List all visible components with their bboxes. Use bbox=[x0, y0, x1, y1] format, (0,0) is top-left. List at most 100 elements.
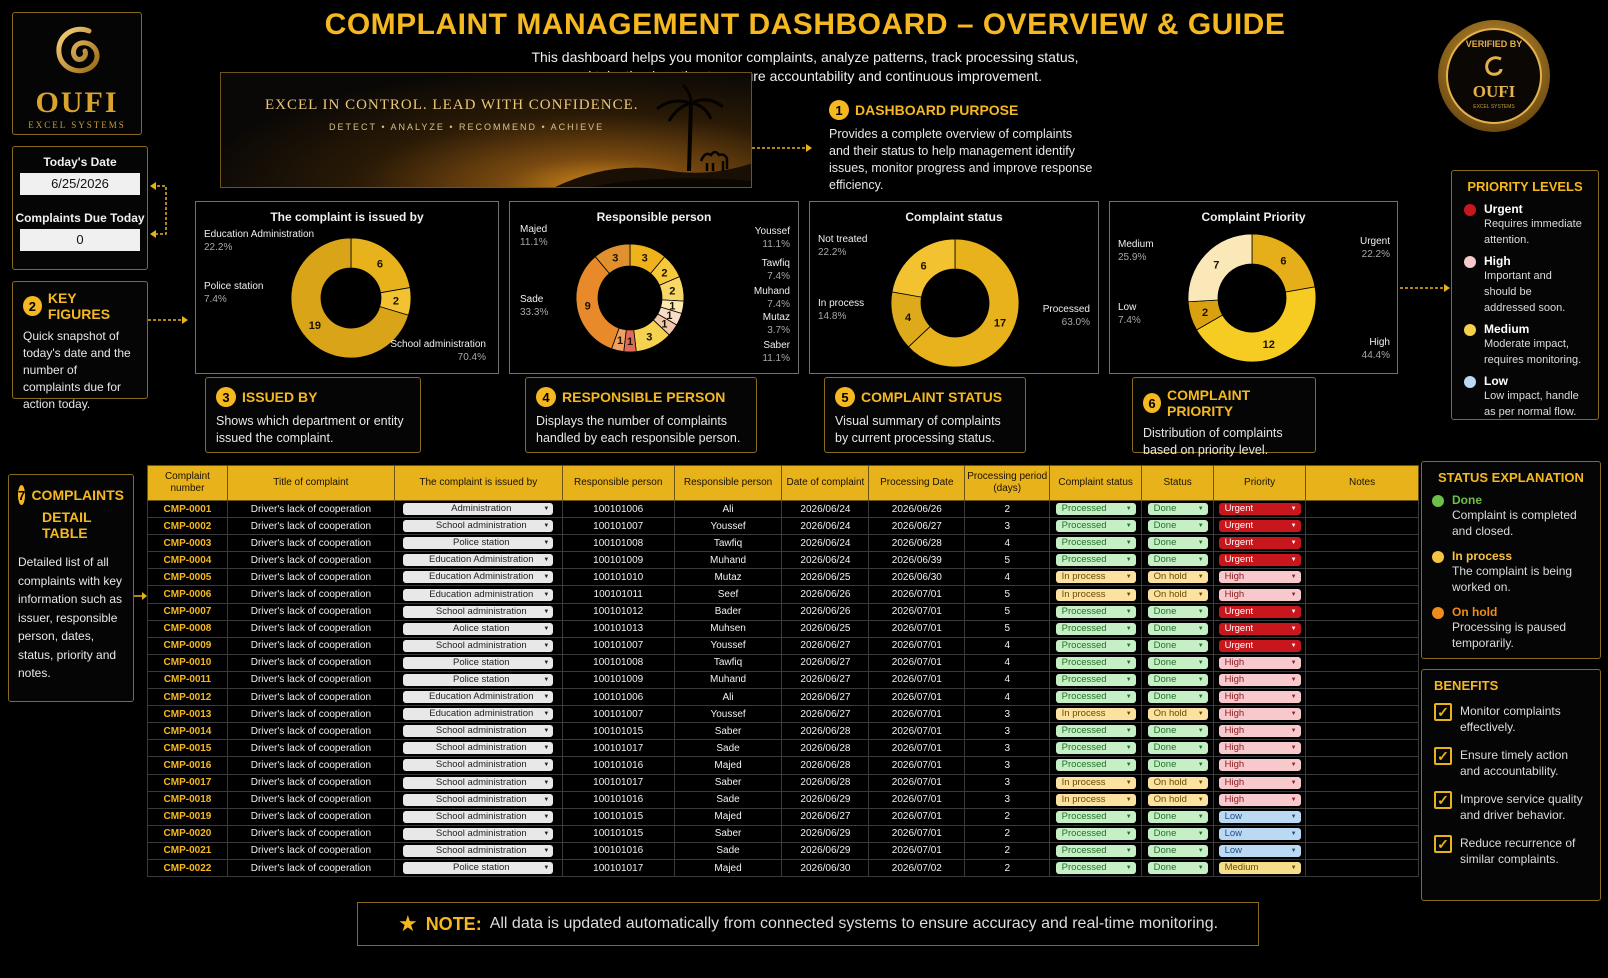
notes-cell[interactable] bbox=[1305, 722, 1419, 741]
complaint-status-dropdown[interactable]: Processed bbox=[1055, 554, 1136, 567]
complaint-status-dropdown[interactable]: Processed bbox=[1055, 691, 1136, 704]
priority-dropdown[interactable]: Medium bbox=[1218, 862, 1301, 875]
complaint-status-dropdown[interactable]: Processed bbox=[1055, 639, 1136, 652]
issuer-dropdown[interactable]: Education administration bbox=[403, 708, 554, 721]
notes-cell[interactable] bbox=[1305, 756, 1419, 775]
issuer-dropdown[interactable]: School administration bbox=[403, 759, 554, 772]
status-dropdown[interactable]: Done bbox=[1147, 725, 1208, 738]
complaint-status-dropdown[interactable]: In process bbox=[1055, 708, 1136, 721]
issuer-dropdown[interactable]: School administration bbox=[403, 742, 554, 755]
issuer-dropdown[interactable]: School administration bbox=[403, 844, 554, 857]
notes-cell[interactable] bbox=[1305, 551, 1419, 570]
status-dropdown[interactable]: Done bbox=[1147, 691, 1208, 704]
priority-dropdown[interactable]: High bbox=[1218, 759, 1301, 772]
issuer-dropdown[interactable]: School administration bbox=[403, 793, 554, 806]
notes-cell[interactable] bbox=[1305, 670, 1419, 690]
priority-dropdown[interactable]: Low bbox=[1218, 827, 1301, 840]
column-header-responsible-person[interactable]: Responsible person bbox=[561, 465, 675, 501]
pie-slice-majed[interactable] bbox=[594, 243, 631, 275]
priority-dropdown[interactable]: Urgent bbox=[1218, 537, 1301, 550]
status-dropdown[interactable]: On hold bbox=[1147, 776, 1208, 789]
issuer-dropdown[interactable]: Education Administration bbox=[403, 554, 554, 567]
priority-dropdown[interactable]: Urgent bbox=[1218, 503, 1301, 516]
complaint-status-dropdown[interactable]: Processed bbox=[1055, 827, 1136, 840]
priority-dropdown[interactable]: Urgent bbox=[1218, 520, 1301, 533]
complaint-status-dropdown[interactable]: Processed bbox=[1055, 742, 1136, 755]
complaint-status-dropdown[interactable]: Processed bbox=[1055, 725, 1136, 738]
notes-cell[interactable] bbox=[1305, 653, 1419, 672]
issuer-dropdown[interactable]: Aolice station bbox=[403, 622, 554, 635]
status-dropdown[interactable]: Done bbox=[1147, 810, 1208, 823]
status-dropdown[interactable]: Done bbox=[1147, 503, 1208, 516]
complaint-status-dropdown[interactable]: Processed bbox=[1055, 759, 1136, 772]
complaint-status-dropdown[interactable]: Processed bbox=[1055, 605, 1136, 618]
column-header-title-of-complaint[interactable]: Title of complaint bbox=[226, 465, 395, 501]
status-dropdown[interactable]: Done bbox=[1147, 605, 1208, 618]
priority-dropdown[interactable]: High bbox=[1218, 708, 1301, 721]
notes-cell[interactable] bbox=[1305, 636, 1419, 655]
notes-cell[interactable] bbox=[1305, 534, 1419, 553]
issuer-dropdown[interactable]: School administration bbox=[403, 827, 554, 840]
notes-cell[interactable] bbox=[1305, 841, 1419, 860]
issuer-dropdown[interactable]: Police station bbox=[403, 656, 554, 669]
status-dropdown[interactable]: Done bbox=[1147, 673, 1208, 686]
status-dropdown[interactable]: Done bbox=[1147, 862, 1208, 875]
column-header-processing-period-days[interactable]: Processing period (days) bbox=[964, 465, 1051, 501]
issuer-dropdown[interactable]: School administration bbox=[403, 810, 554, 823]
complaint-status-dropdown[interactable]: Processed bbox=[1055, 503, 1136, 516]
notes-cell[interactable] bbox=[1305, 790, 1419, 809]
priority-dropdown[interactable]: High bbox=[1218, 725, 1301, 738]
status-dropdown[interactable]: On hold bbox=[1147, 793, 1208, 806]
priority-dropdown[interactable]: Urgent bbox=[1218, 554, 1301, 567]
complaint-status-dropdown[interactable]: Processed bbox=[1055, 673, 1136, 686]
issuer-dropdown[interactable]: School administration bbox=[403, 725, 554, 738]
notes-cell[interactable] bbox=[1305, 824, 1419, 843]
notes-cell[interactable] bbox=[1305, 517, 1419, 536]
column-header-processing-date[interactable]: Processing Date bbox=[868, 465, 966, 501]
notes-cell[interactable] bbox=[1305, 619, 1419, 638]
column-header-status[interactable]: Status bbox=[1141, 465, 1215, 501]
issuer-dropdown[interactable]: Education Administration bbox=[403, 691, 554, 704]
status-dropdown[interactable]: Done bbox=[1147, 759, 1208, 772]
issuer-dropdown[interactable]: School administration bbox=[403, 776, 554, 789]
pie-slice-medium[interactable] bbox=[1187, 233, 1253, 303]
issuer-dropdown[interactable]: Education administration bbox=[403, 588, 554, 601]
issuer-dropdown[interactable]: Education Administration bbox=[403, 571, 554, 584]
notes-cell[interactable] bbox=[1305, 585, 1419, 604]
complaint-status-dropdown[interactable]: In process bbox=[1055, 776, 1136, 789]
priority-dropdown[interactable]: High bbox=[1218, 588, 1301, 601]
priority-dropdown[interactable]: High bbox=[1218, 776, 1301, 789]
issuer-dropdown[interactable]: Police station bbox=[403, 673, 554, 686]
status-dropdown[interactable]: Done bbox=[1147, 622, 1208, 635]
status-dropdown[interactable]: Done bbox=[1147, 554, 1208, 567]
due-today-value[interactable]: 0 bbox=[20, 229, 140, 251]
priority-dropdown[interactable]: High bbox=[1218, 673, 1301, 686]
complaint-status-dropdown[interactable]: In process bbox=[1055, 793, 1136, 806]
pie-slice-processed[interactable] bbox=[907, 238, 1020, 368]
status-dropdown[interactable]: Done bbox=[1147, 639, 1208, 652]
priority-dropdown[interactable]: High bbox=[1218, 742, 1301, 755]
notes-cell[interactable] bbox=[1305, 568, 1419, 587]
complaint-status-dropdown[interactable]: In process bbox=[1055, 588, 1136, 601]
notes-cell[interactable] bbox=[1305, 688, 1419, 707]
pie-slice-school-administration[interactable] bbox=[290, 237, 409, 359]
status-dropdown[interactable]: Done bbox=[1147, 537, 1208, 550]
pie-slice-high[interactable] bbox=[1196, 286, 1317, 363]
complaint-status-dropdown[interactable]: Processed bbox=[1055, 537, 1136, 550]
column-header-the-complaint-is-issued-by[interactable]: The complaint is issued by bbox=[393, 465, 563, 501]
status-dropdown[interactable]: Done bbox=[1147, 827, 1208, 840]
issuer-dropdown[interactable]: Police station bbox=[403, 862, 554, 875]
status-dropdown[interactable]: Done bbox=[1147, 656, 1208, 669]
priority-dropdown[interactable]: High bbox=[1218, 793, 1301, 806]
column-header-notes[interactable]: Notes bbox=[1305, 465, 1419, 501]
status-dropdown[interactable]: Done bbox=[1147, 844, 1208, 857]
complaint-status-dropdown[interactable]: Processed bbox=[1055, 520, 1136, 533]
status-dropdown[interactable]: On hold bbox=[1147, 588, 1208, 601]
column-header-complaint-number[interactable]: Complaint number bbox=[147, 465, 228, 501]
complaint-status-dropdown[interactable]: Processed bbox=[1055, 862, 1136, 875]
notes-cell[interactable] bbox=[1305, 773, 1419, 792]
notes-cell[interactable] bbox=[1305, 499, 1419, 519]
issuer-dropdown[interactable]: Administration bbox=[403, 503, 554, 516]
column-header-priority[interactable]: Priority bbox=[1213, 465, 1307, 501]
issuer-dropdown[interactable]: School administration bbox=[403, 639, 554, 652]
